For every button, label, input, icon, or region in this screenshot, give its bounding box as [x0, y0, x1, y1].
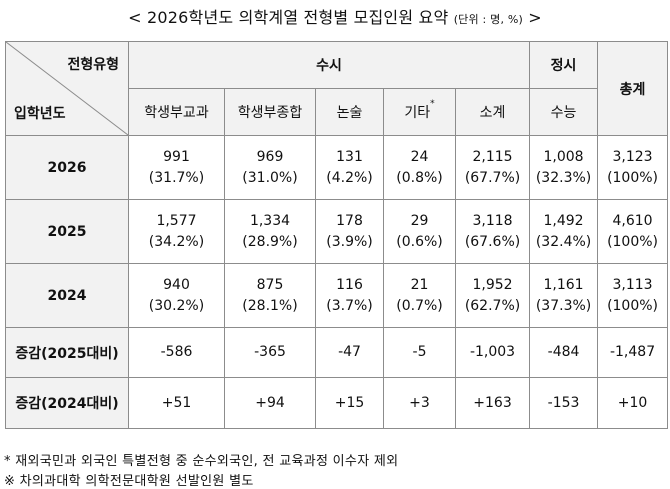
data-cell: +51 — [128, 377, 225, 429]
data-cell: 969 (31.0%) — [224, 135, 316, 200]
data-cell: 940 (30.2%) — [128, 263, 225, 328]
header-col-etc: 기타* — [383, 88, 456, 136]
header-col-gyogwa: 학생부교과 — [128, 88, 225, 136]
data-cell: 116 (3.7%) — [315, 263, 384, 328]
data-cell: -47 — [315, 327, 384, 378]
table-row: 2025 1,577 (34.2%) 1,334 (28.9%) 178 (3.9%)… — [5, 199, 669, 264]
data-cell: 1,952 (62.7%) — [454, 263, 531, 328]
data-cell: 3,123 (100%) — [597, 135, 669, 200]
data-cell: +3 — [383, 377, 456, 429]
corner-cell: 전형유형 입학년도 — [5, 41, 129, 136]
data-cell: 991 (31.7%) — [128, 135, 225, 200]
data-cell: +10 — [597, 377, 669, 429]
header-col-jonghap: 학생부종합 — [224, 88, 316, 136]
header-col-subtotal: 소계 — [454, 88, 531, 136]
header-col-suneung: 수능 — [529, 88, 599, 136]
table-row: 증감(2025대비) -586 -365 -47 -5 -1,003 -484 … — [5, 327, 669, 378]
data-cell: 131 (4.2%) — [315, 135, 384, 200]
title-close: > — [528, 8, 542, 27]
data-cell: 29 (0.6%) — [383, 199, 456, 264]
data-cell: +94 — [224, 377, 316, 429]
data-cell: -1,487 — [597, 327, 669, 378]
row-label: 2025 — [5, 199, 129, 264]
header-col-etc-label: 기타 — [404, 105, 431, 121]
data-cell: 1,334 (28.9%) — [224, 199, 316, 264]
footnote-cha: ※ 차의과대학 의학전문대학원 선발인원 별도 — [4, 474, 254, 489]
admission-table: 전형유형 입학년도 수시 정시 총계 학생부교과 학생부종합 논술 기타* 소계… — [5, 41, 669, 429]
row-label: 증감(2025대비) — [5, 327, 129, 378]
header-total: 총계 — [597, 41, 669, 136]
footnote-foreign: * 재외국민과 외국인 특별전형 중 순수외국인, 전 교육과정 이수자 제외 — [4, 454, 399, 469]
table-row: 2024 940 (30.2%) 875 (28.1%) 116 (3.7%) 21(… — [5, 263, 669, 328]
corner-label-year: 입학년도 — [14, 106, 66, 122]
data-cell: +15 — [315, 377, 384, 429]
table-row: 2026 991 (31.7%) 969 (31.0%) 131 (4.2%) 24(… — [5, 135, 669, 200]
data-cell: 1,161 (37.3%) — [529, 263, 599, 328]
data-cell: -365 — [224, 327, 316, 378]
row-label: 2024 — [5, 263, 129, 328]
row-label: 증감(2024대비) — [5, 377, 129, 429]
header-jeongsi: 정시 — [529, 41, 599, 89]
data-cell: 2,115 (67.7%) — [454, 135, 531, 200]
data-cell: 1,492 (32.4%) — [529, 199, 599, 264]
data-cell: 1,577 (34.2%) — [128, 199, 225, 264]
data-cell: +163 — [454, 377, 531, 429]
data-cell: -153 — [529, 377, 599, 429]
header-susi: 수시 — [127, 41, 531, 89]
title-text: < 2026학년도 의학계열 전형별 모집인원 요약 — [128, 8, 449, 27]
data-cell: 3,113 (100%) — [597, 263, 669, 328]
header-col-nonsul: 논술 — [315, 88, 384, 136]
data-cell: 21 (0.7%) — [383, 263, 456, 328]
corner-label-type: 전형유형 — [67, 57, 119, 73]
table-row: 증감(2024대비) +51 +94 +15 +3 +163 -153 +10 — [5, 377, 669, 429]
etc-footnote-mark: * — [430, 99, 435, 109]
data-cell: 24 (0.8%) — [383, 135, 456, 200]
data-cell: 3,118 (67.6%) — [454, 199, 531, 264]
data-cell: -5 — [383, 327, 456, 378]
data-cell: 1,008 (32.3%) — [529, 135, 599, 200]
data-cell: -1,003 — [454, 327, 531, 378]
table-title: < 2026학년도 의학계열 전형별 모집인원 요약 (단위 : 명, %) > — [0, 4, 670, 28]
data-cell: 875 (28.1%) — [224, 263, 316, 328]
row-label: 2026 — [5, 135, 129, 200]
diagonal-line — [6, 42, 128, 135]
data-cell: 4,610 (100%) — [597, 199, 669, 264]
data-cell: -586 — [128, 327, 225, 378]
data-cell: 178 (3.9%) — [315, 199, 384, 264]
title-unit: (단위 : 명, %) — [453, 13, 523, 26]
data-cell: -484 — [529, 327, 599, 378]
